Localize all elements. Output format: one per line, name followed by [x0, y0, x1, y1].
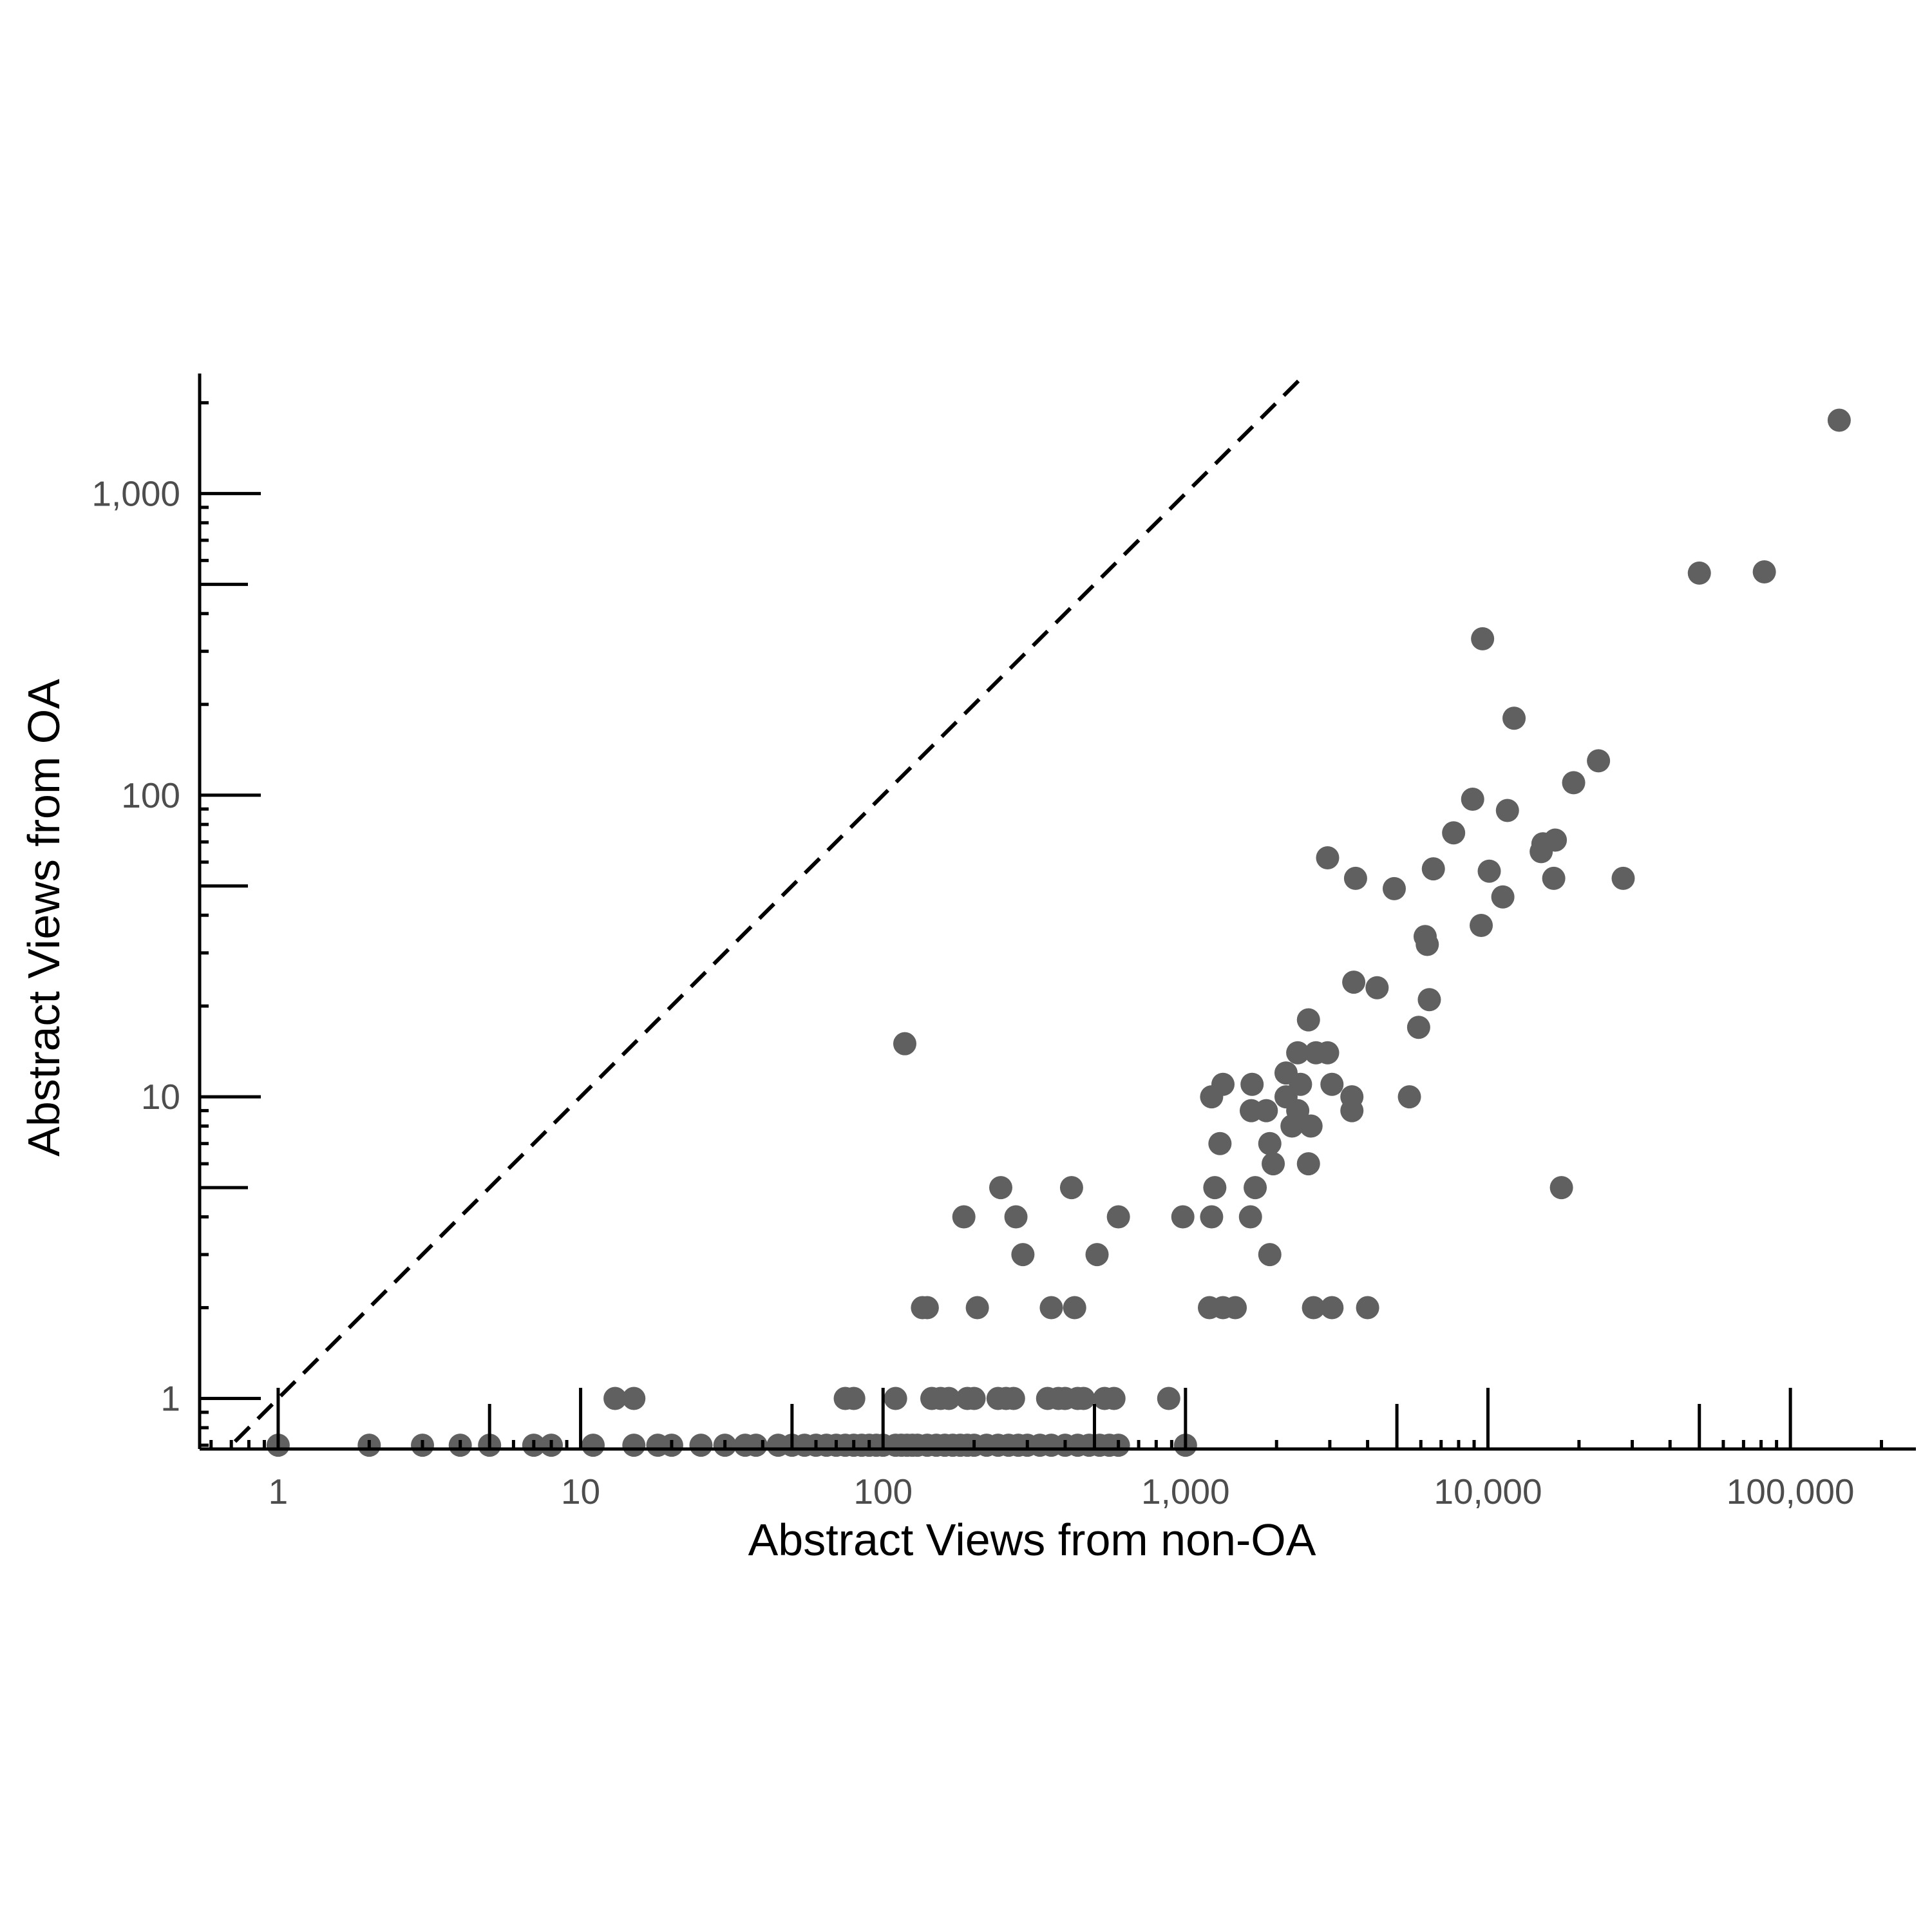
data-point [1258, 1132, 1282, 1155]
data-point [1316, 1041, 1340, 1065]
data-point [842, 1387, 866, 1410]
data-point [1262, 1152, 1285, 1176]
x-axis-title: Abstract Views from non-OA [748, 1515, 1316, 1565]
data-point [1296, 1008, 1320, 1032]
data-point [1491, 885, 1515, 909]
data-point [1302, 1296, 1325, 1320]
data-point [1461, 787, 1484, 811]
reference-line-layer [233, 372, 1307, 1443]
data-point [1611, 866, 1635, 890]
data-point [1442, 821, 1466, 845]
data-point [1240, 1072, 1264, 1096]
data-point [1471, 627, 1495, 650]
data-point [1542, 866, 1566, 890]
data-point [1421, 857, 1445, 881]
data-point-zero [622, 1434, 646, 1457]
data-point [1413, 925, 1437, 949]
data-point [965, 1296, 989, 1320]
data-point [1343, 866, 1367, 890]
y-tick-label: 100 [121, 775, 180, 815]
data-point [1397, 1085, 1421, 1109]
data-point [1072, 1387, 1095, 1410]
points-layer [266, 408, 1851, 1457]
data-point [1365, 976, 1389, 999]
data-point [1752, 560, 1776, 584]
y-axis-title: Abstract Views from OA [19, 679, 69, 1157]
data-point [952, 1205, 976, 1229]
data-point [1316, 846, 1340, 870]
data-point [1687, 561, 1711, 585]
data-point-zero [744, 1434, 768, 1457]
data-point [1102, 1387, 1126, 1410]
data-point [1286, 1041, 1310, 1065]
data-point [1208, 1132, 1232, 1155]
data-point [1587, 749, 1611, 773]
data-point [1004, 1205, 1028, 1229]
data-point [1544, 828, 1567, 852]
data-point [1827, 408, 1851, 432]
tick-labels-layer: 1 10 100 1,000 10,000 100,000 1 10 100 1,000 [91, 473, 1854, 1511]
data-point [1495, 799, 1519, 822]
y-tick-label: 10 [141, 1077, 180, 1117]
data-point-zero [582, 1434, 605, 1457]
data-point [1320, 1296, 1344, 1320]
data-point [1224, 1296, 1247, 1320]
data-point [1274, 1061, 1298, 1085]
x-tick-label: 10 [561, 1472, 600, 1511]
data-point [1255, 1099, 1278, 1122]
data-point [1157, 1387, 1180, 1410]
x-tick-label: 10,000 [1434, 1472, 1542, 1511]
data-point-zero [689, 1434, 713, 1457]
x-tick-label: 100,000 [1727, 1472, 1855, 1511]
data-point [1238, 1205, 1262, 1229]
data-point [1562, 771, 1586, 795]
data-point [1039, 1296, 1063, 1320]
data-point [1406, 1016, 1430, 1039]
x-tick-label: 1,000 [1141, 1472, 1230, 1511]
data-point [1085, 1243, 1109, 1267]
data-point [1171, 1205, 1195, 1229]
data-point [1417, 988, 1441, 1012]
data-point [1299, 1114, 1323, 1138]
data-point [893, 1032, 916, 1056]
data-point [962, 1387, 986, 1410]
data-point [1470, 914, 1493, 938]
data-point [884, 1387, 907, 1410]
data-point [1011, 1243, 1035, 1267]
data-point [1258, 1243, 1282, 1267]
data-point [1356, 1296, 1379, 1320]
ticks-layer [200, 401, 1883, 1449]
data-point [989, 1176, 1012, 1200]
data-point [1382, 876, 1406, 900]
data-point [1477, 859, 1501, 883]
data-point [1059, 1176, 1083, 1200]
data-point [937, 1387, 961, 1410]
data-point [915, 1296, 939, 1320]
y-tick-label: 1,000 [91, 473, 180, 513]
data-point [1320, 1072, 1344, 1096]
data-point [1244, 1176, 1267, 1200]
data-point [1203, 1176, 1227, 1200]
data-point [603, 1387, 627, 1410]
data-point [1549, 1176, 1573, 1200]
data-point [1001, 1387, 1025, 1410]
data-point [1296, 1152, 1320, 1176]
data-point [622, 1387, 646, 1410]
data-point [1106, 1205, 1130, 1229]
axes-layer [198, 374, 1916, 1451]
data-point [1200, 1205, 1224, 1229]
x-tick-label: 1 [269, 1472, 289, 1511]
x-tick-label: 100 [853, 1472, 913, 1511]
data-point [1063, 1296, 1086, 1320]
y-tick-label: 1 [160, 1379, 180, 1419]
data-point [1340, 1085, 1364, 1109]
data-point [1502, 706, 1526, 730]
data-point [1211, 1072, 1235, 1096]
identity-reference-line [233, 372, 1307, 1443]
data-point [1342, 971, 1366, 994]
